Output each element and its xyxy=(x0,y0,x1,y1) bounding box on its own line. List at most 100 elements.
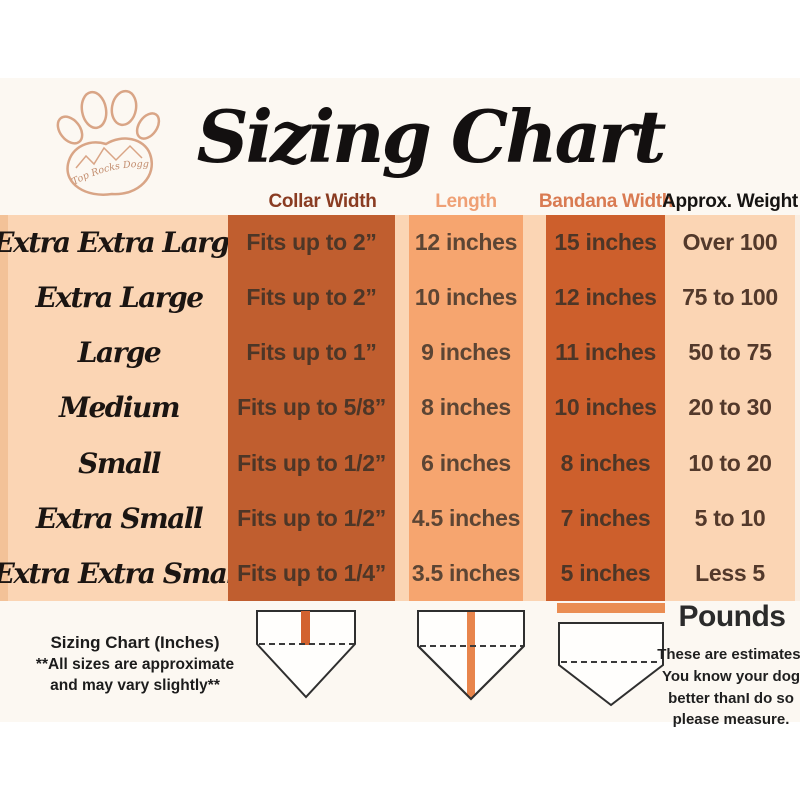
length-value: 3.5 inches xyxy=(411,559,521,586)
pounds-heading: Pounds xyxy=(678,600,787,633)
table-cell: Fits up to 5/8” xyxy=(228,380,395,435)
table-row: Extra Small xyxy=(8,491,230,546)
table-cell: Fits up to 2” xyxy=(228,215,395,270)
table-cell: Fits up to 1” xyxy=(228,325,395,380)
length-value: 6 inches xyxy=(421,449,511,476)
pounds-note-line: please measure. xyxy=(672,711,790,729)
table-cell: Fits up to 1/2” xyxy=(228,491,395,546)
length-bar xyxy=(467,611,475,698)
bandana-width-value: 7 inches xyxy=(560,504,651,531)
table-cell: 10 to 20 xyxy=(665,436,795,491)
collar-width-value: Fits up to 2” xyxy=(246,284,377,311)
collar-width-value: Fits up to 1/2” xyxy=(237,504,386,531)
table-cell: 20 to 30 xyxy=(665,380,795,435)
table-cell: 15 inches xyxy=(546,215,665,270)
table-cell: 11 inches xyxy=(546,325,665,380)
collar-width-value: Fits up to 2” xyxy=(246,229,377,256)
column-header-bandana-width: Bandana Width xyxy=(538,191,674,212)
column-header-approx-weight: Approx. Weight xyxy=(662,191,798,212)
pounds-note-line: These are estimates. xyxy=(657,646,800,663)
size-label: Extra Large xyxy=(35,281,204,315)
pounds-note-line: You know your dog xyxy=(661,667,800,685)
sizing-note-line: **All sizes are approximate xyxy=(35,655,235,673)
weight-value: Less 5 xyxy=(695,559,765,586)
pounds-note-line: better thanI do so xyxy=(668,689,794,707)
column-header-collar-width: Collar Width xyxy=(268,191,377,212)
sizing-note-line: and may vary slightly** xyxy=(50,676,220,694)
table-cell: Over 100 xyxy=(665,215,795,270)
column-header-length: Length xyxy=(435,191,497,212)
weight-value: 5 to 10 xyxy=(694,504,766,531)
weight-value: Over 100 xyxy=(682,229,778,256)
weight-column: Over 100 75 to 100 50 to 75 20 to 30 10 … xyxy=(665,215,795,601)
sizing-note-title: Sizing Chart (Inches) xyxy=(50,633,220,652)
table-cell: 10 inches xyxy=(546,380,665,435)
table-cell: 10 inches xyxy=(409,270,523,325)
length-value: 4.5 inches xyxy=(411,504,521,531)
weight-value: 10 to 20 xyxy=(688,449,772,476)
size-label: Large xyxy=(77,336,162,370)
bandana-outline xyxy=(558,622,664,707)
collar-width-value: Fits up to 1/4” xyxy=(237,559,386,586)
table-cell: 5 inches xyxy=(546,546,665,601)
collar-width-bar xyxy=(301,611,310,645)
brand-logo: Top Rocks Doggie Wear xyxy=(46,84,161,196)
bandana-width-column: 15 inches 12 inches 11 inches 10 inches … xyxy=(546,215,665,601)
table-cell: 12 inches xyxy=(409,215,523,270)
table-cell: 5 to 10 xyxy=(665,491,795,546)
bandana-width-value: 11 inches xyxy=(555,339,656,366)
table-row: Small xyxy=(8,436,230,491)
bandana-width-value: 10 inches xyxy=(554,394,657,421)
collar-width-column: Fits up to 2” Fits up to 2” Fits up to 1… xyxy=(228,215,395,601)
weight-value: 20 to 30 xyxy=(688,394,772,421)
table-cell: Fits up to 1/4” xyxy=(228,546,395,601)
bandana-width-value: 12 inches xyxy=(554,284,657,311)
collar-width-value: Fits up to 1/2” xyxy=(237,449,386,476)
table-cell: 9 inches xyxy=(409,325,523,380)
length-value: 8 inches xyxy=(421,394,511,421)
table-row: Large xyxy=(8,325,230,380)
size-label: Small xyxy=(78,446,161,480)
size-label: Extra Extra Small xyxy=(0,556,246,590)
table-background xyxy=(0,215,800,601)
table-cell: 3.5 inches xyxy=(409,546,523,601)
table-cell: 75 to 100 xyxy=(665,270,795,325)
collar-width-diagram xyxy=(256,610,356,699)
weight-value: 50 to 75 xyxy=(688,339,772,366)
length-value: 9 inches xyxy=(421,339,511,366)
table-right-edge xyxy=(795,215,800,601)
table-cell: Fits up to 1/2” xyxy=(228,436,395,491)
sizing-note: Sizing Chart (Inches) **All sizes are ap… xyxy=(10,632,260,697)
table-row: Extra Extra Small xyxy=(0,546,246,601)
table-cell: 6 inches xyxy=(409,436,523,491)
collar-width-value: Fits up to 5/8” xyxy=(237,394,386,421)
bandana-outline-overlay xyxy=(417,610,525,701)
bandana-width-diagram xyxy=(557,603,665,707)
bandana-width-bar xyxy=(557,603,665,613)
bandana-width-value: 15 inches xyxy=(554,229,657,256)
length-value: 10 inches xyxy=(414,284,518,311)
weight-value: 75 to 100 xyxy=(682,284,778,311)
table-cell: 8 inches xyxy=(546,436,665,491)
length-diagram xyxy=(417,610,525,701)
table-cell: Less 5 xyxy=(665,546,795,601)
page-title: Sizing Chart xyxy=(196,93,667,179)
bandana-width-value: 8 inches xyxy=(560,449,651,476)
size-label-column: Extra Extra Large Extra Large Large Medi… xyxy=(0,215,246,601)
table-row: Extra Large xyxy=(8,270,230,325)
bandana-width-value: 5 inches xyxy=(560,559,651,586)
size-label: Extra Small xyxy=(35,501,204,535)
collar-width-value: Fits up to 1” xyxy=(246,339,377,366)
table-cell: 12 inches xyxy=(546,270,665,325)
length-column: 12 inches 10 inches 9 inches 8 inches 6 … xyxy=(409,215,523,601)
pounds-note: These are estimates. You know your dog b… xyxy=(656,644,800,731)
table-row: Medium xyxy=(8,380,230,435)
bandana-outline xyxy=(256,610,356,699)
table-cell: 4.5 inches xyxy=(409,491,523,546)
table-left-edge xyxy=(0,215,8,601)
paw-print-icon xyxy=(56,89,161,196)
table-cell: 50 to 75 xyxy=(665,325,795,380)
table-cell: Fits up to 2” xyxy=(228,270,395,325)
table-row: Extra Extra Large xyxy=(0,215,246,270)
